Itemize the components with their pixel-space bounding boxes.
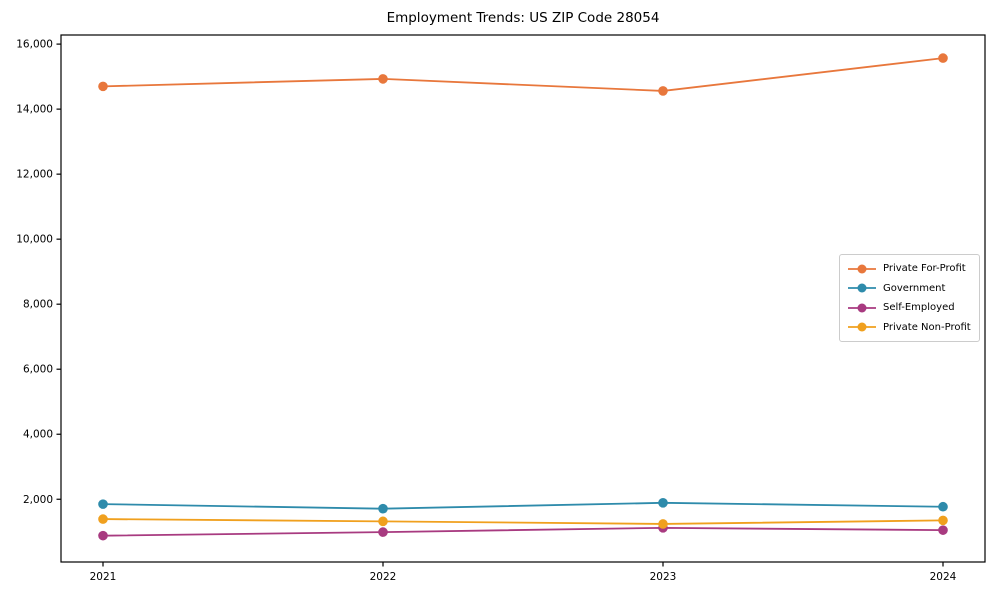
data-point-private-for-profit-2024 — [938, 53, 948, 63]
y-tick-label: 14,000 — [16, 104, 53, 116]
legend-item-government: Government — [847, 279, 973, 299]
legend-item-private-for-profit: Private For-Profit — [847, 259, 973, 279]
legend-marker-self-employed-icon — [848, 303, 876, 313]
legend: Private For-Profit Government Self-Employe… — [839, 254, 980, 342]
y-tick-label: 2,000 — [23, 494, 53, 506]
y-tick-label: 6,000 — [23, 364, 53, 376]
y-tick-label: 16,000 — [16, 39, 53, 51]
legend-label: Private Non-Profit — [883, 321, 971, 333]
data-point-private-non-profit-2023 — [658, 519, 668, 529]
data-point-private-for-profit-2023 — [658, 86, 668, 96]
series-line-self-employed — [102, 526, 944, 537]
data-point-self-employed-2024 — [938, 525, 948, 535]
y-tick-label: 12,000 — [16, 169, 53, 181]
data-point-government-2022 — [378, 503, 388, 514]
data-point-private-for-profit-2022 — [378, 74, 388, 84]
data-point-private-for-profit-2021 — [98, 81, 108, 92]
y-tick-label: 8,000 — [23, 299, 53, 311]
data-point-government-2021 — [98, 499, 108, 509]
data-point-private-non-profit-2022 — [378, 516, 388, 527]
legend-marker-government-icon — [848, 283, 876, 293]
series-line-government — [102, 501, 944, 510]
y-tick-label: 10,000 — [16, 234, 53, 246]
x-tick-label: 2021 — [90, 571, 117, 583]
chart-title: Employment Trends: US ZIP Code 28054 — [386, 10, 660, 26]
legend-label: Government — [883, 282, 946, 294]
data-point-government-2024 — [938, 501, 948, 512]
x-tick-label: 2023 — [650, 571, 677, 583]
data-point-self-employed-2022 — [378, 527, 388, 537]
y-tick-label: 4,000 — [23, 429, 53, 441]
legend-marker-private-non-profit-icon — [848, 322, 876, 332]
data-point-private-non-profit-2021 — [98, 514, 108, 524]
x-tick-label: 2024 — [930, 571, 957, 583]
series-line-private-for-profit — [102, 57, 944, 92]
x-tick-label: 2022 — [370, 571, 397, 583]
data-point-government-2023 — [658, 498, 668, 508]
legend-item-self-employed: Self-Employed — [847, 298, 973, 318]
plot-border — [60, 34, 986, 563]
legend-label: Self-Employed — [883, 302, 955, 314]
data-point-private-non-profit-2024 — [938, 515, 948, 526]
legend-label: Private For-Profit — [883, 263, 966, 275]
series-line-private-non-profit — [102, 518, 944, 525]
legend-item-private-non-profit: Private Non-Profit — [847, 318, 973, 338]
legend-marker-private-for-profit-icon — [848, 264, 876, 274]
data-point-self-employed-2021 — [98, 530, 108, 541]
